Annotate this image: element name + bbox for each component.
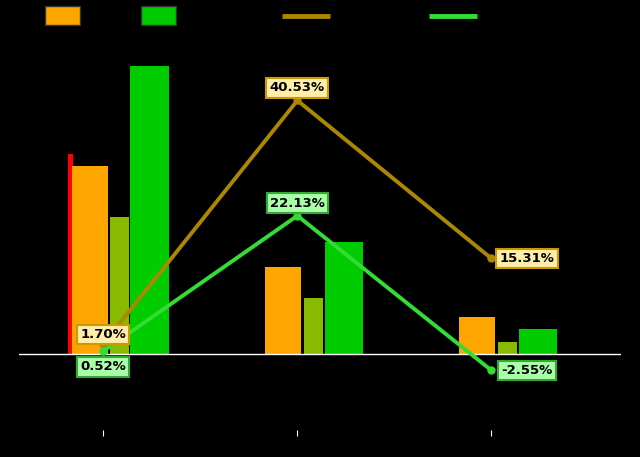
- Bar: [265, 267, 301, 354]
- Text: -2.55%: -2.55%: [501, 364, 552, 377]
- Bar: [72, 166, 108, 354]
- Bar: [68, 154, 73, 354]
- Text: 22.13%: 22.13%: [270, 197, 324, 210]
- Bar: [324, 242, 364, 354]
- Bar: [304, 298, 323, 354]
- Bar: [518, 329, 557, 354]
- Bar: [498, 342, 517, 354]
- Bar: [459, 317, 495, 354]
- Text: 40.53%: 40.53%: [270, 81, 325, 95]
- Text: 0.52%: 0.52%: [81, 360, 126, 373]
- Bar: [131, 66, 169, 354]
- Text: 15.31%: 15.31%: [500, 252, 554, 265]
- Bar: [110, 217, 129, 354]
- Text: 1.70%: 1.70%: [81, 328, 126, 341]
